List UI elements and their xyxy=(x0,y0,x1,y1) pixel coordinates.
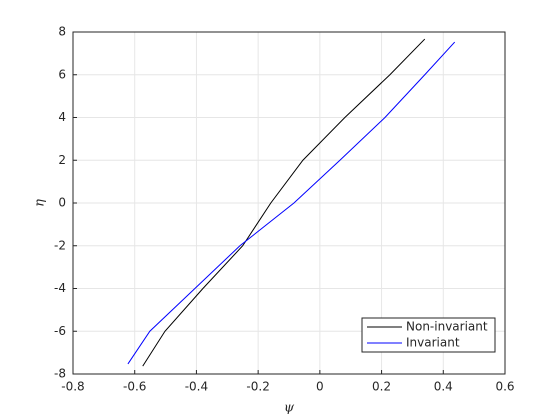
x-tick-label: 0.4 xyxy=(434,380,453,394)
y-axis-label: η xyxy=(33,199,48,207)
x-tick-label: -0.4 xyxy=(185,380,208,394)
y-tick-label: 6 xyxy=(58,67,66,81)
y-tick-label: 4 xyxy=(58,110,66,124)
y-tick-label: 8 xyxy=(58,25,66,39)
x-axis-label: ψ xyxy=(284,401,295,416)
y-tick-label: -8 xyxy=(54,367,66,381)
legend-box xyxy=(361,317,496,353)
x-tick-label: 0.2 xyxy=(372,380,391,394)
y-tick-label: 2 xyxy=(58,153,66,167)
x-tick-label: 0 xyxy=(316,380,324,394)
y-tick-label: -4 xyxy=(54,281,66,295)
x-tick-label: -0.6 xyxy=(123,380,146,394)
y-tick-label: -6 xyxy=(54,324,66,338)
series-line xyxy=(127,41,456,365)
axes-box xyxy=(72,31,506,375)
x-tick-label: -0.2 xyxy=(246,380,269,394)
legend-label: Invariant xyxy=(406,336,460,350)
y-tick-label: -2 xyxy=(54,238,66,252)
legend-label: Non-invariant xyxy=(406,320,488,334)
series-line xyxy=(142,38,426,367)
x-tick-label: 0.6 xyxy=(495,380,514,394)
y-tick-label: 0 xyxy=(58,196,66,210)
x-tick-label: -0.8 xyxy=(61,380,84,394)
